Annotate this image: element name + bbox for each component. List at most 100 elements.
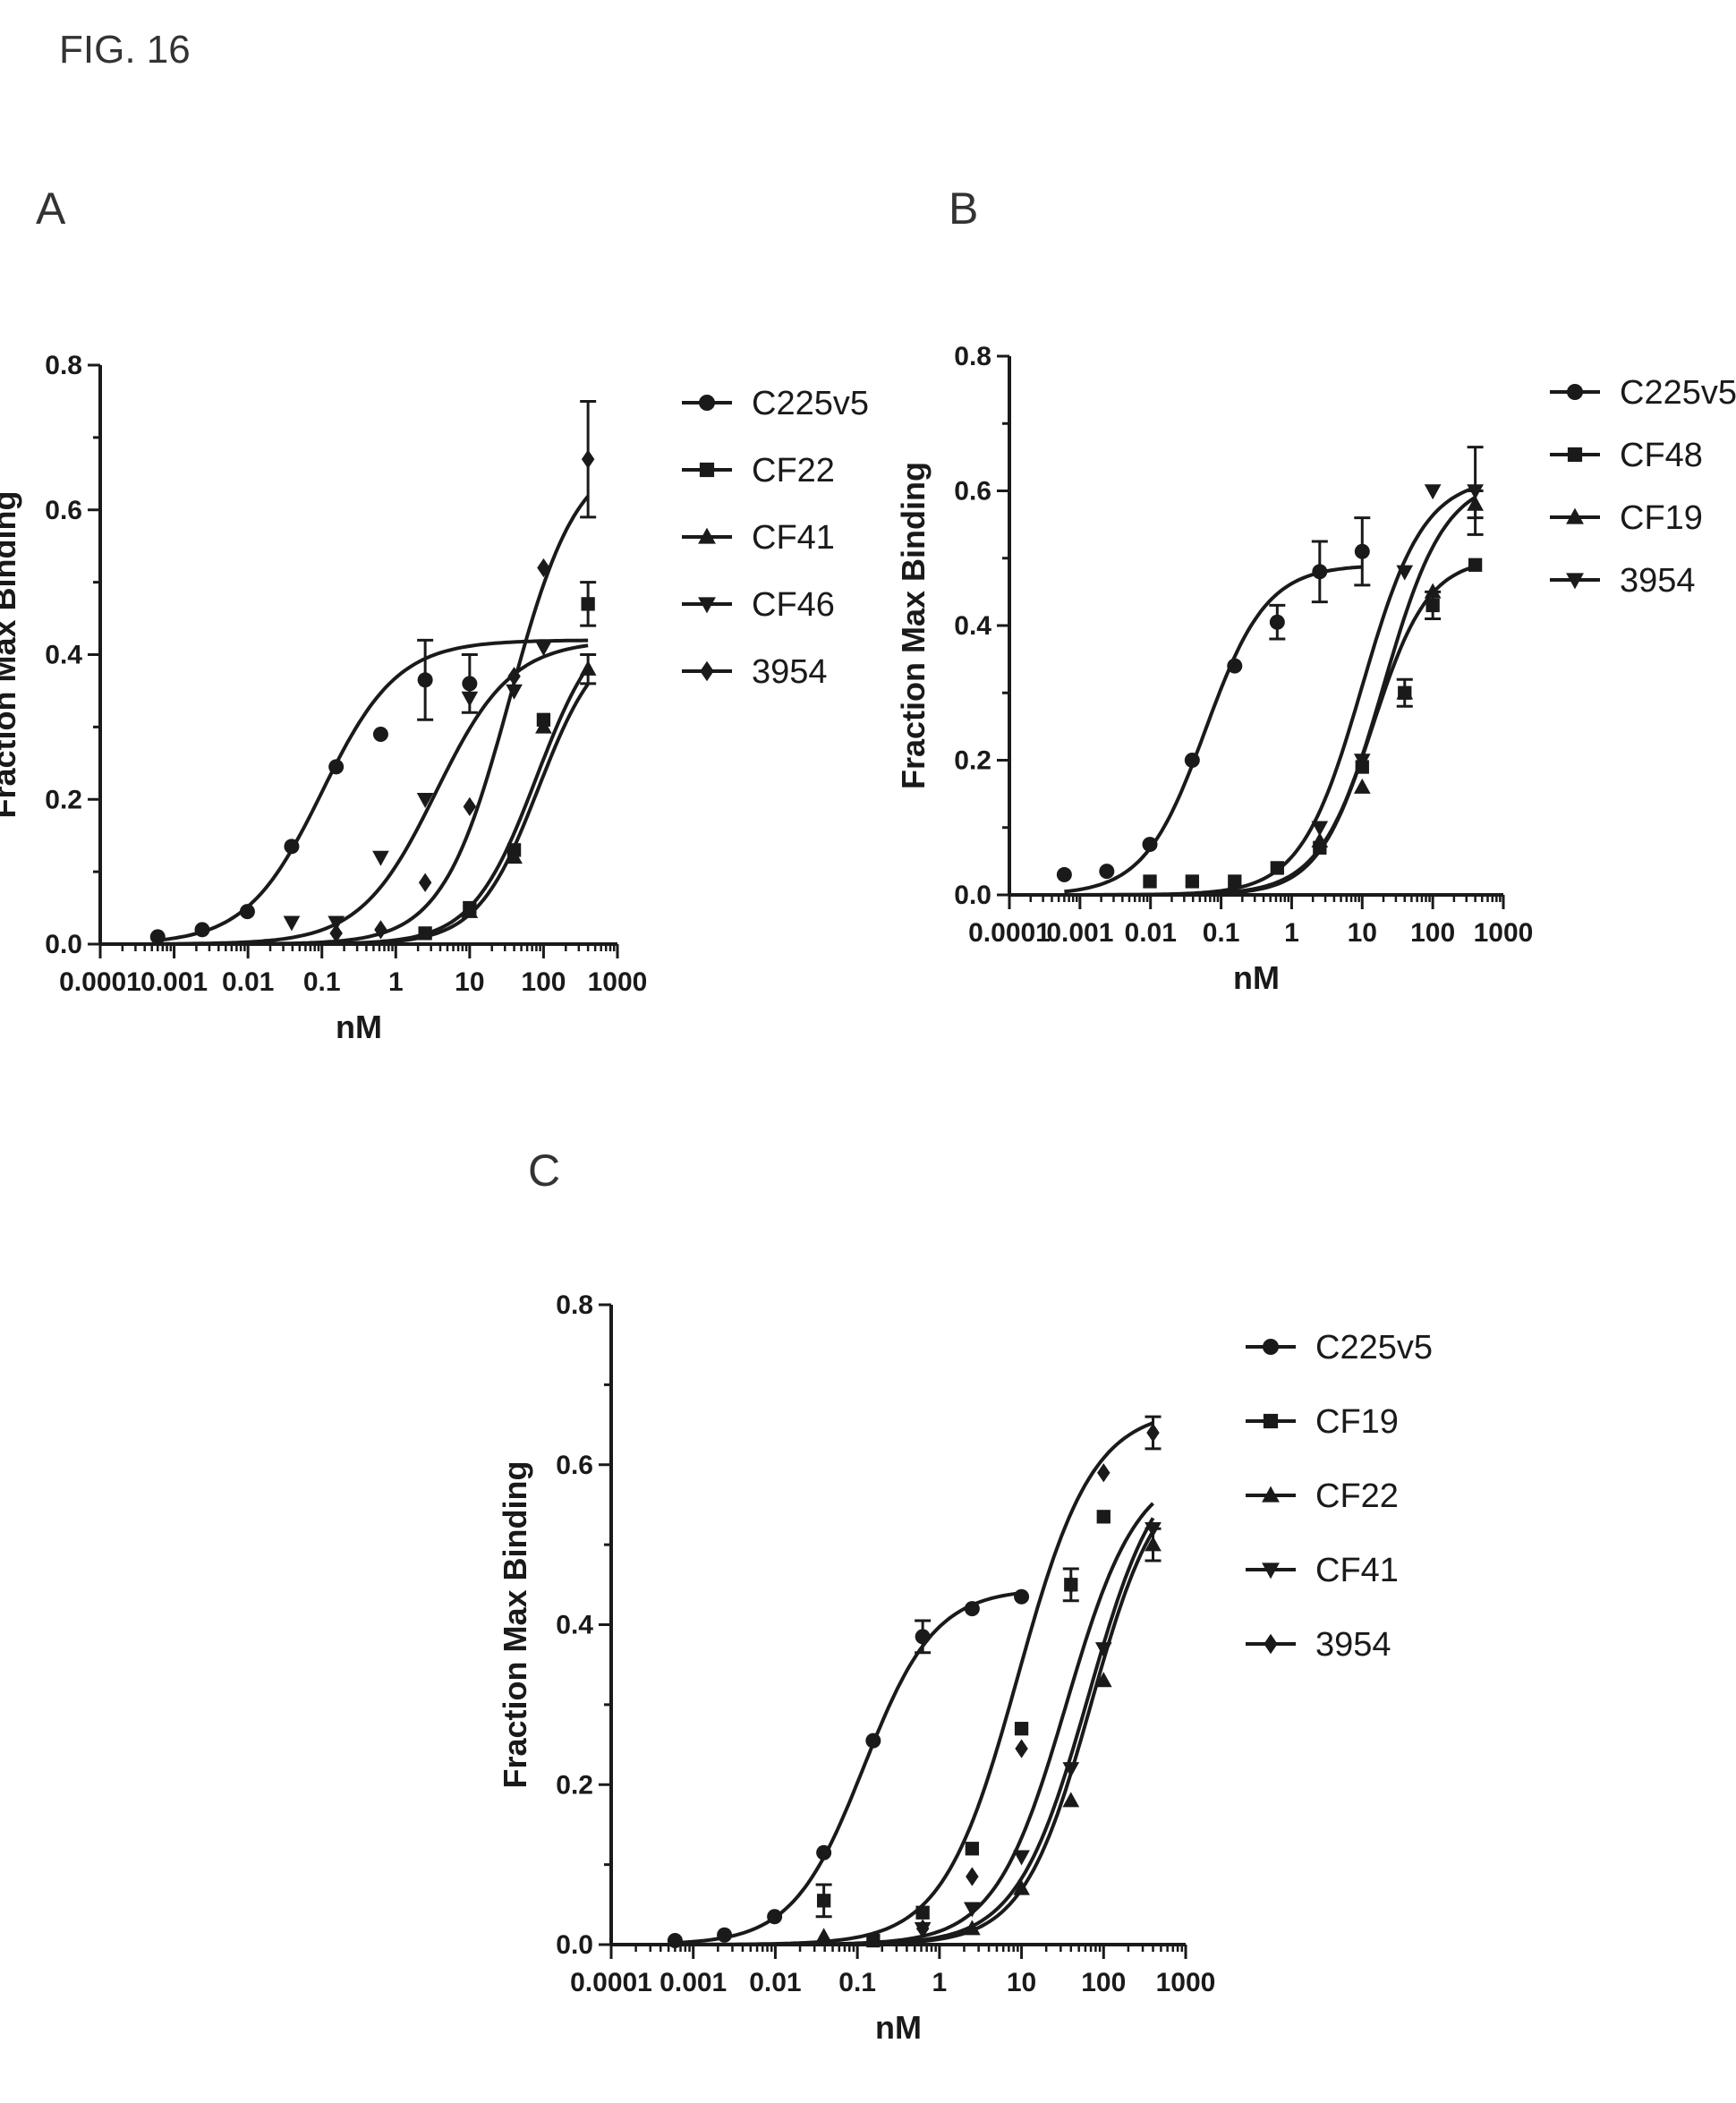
x-tick-label: 1000: [1156, 1968, 1216, 1997]
legend-label: CF19: [1315, 1403, 1399, 1441]
legend-label: CF46: [752, 586, 835, 624]
legend-item: C225v5: [1246, 1329, 1433, 1367]
x-axis-title: nM: [336, 1009, 382, 1045]
x-tick-label: 0.01: [749, 1968, 801, 1997]
data-point: [1013, 1879, 1030, 1895]
series-3954: [157, 399, 597, 946]
data-point: [1269, 614, 1285, 630]
fit-curve: [1064, 496, 1476, 897]
x-tick-label: 0.1: [1203, 918, 1240, 948]
x-tick-label: 100: [1081, 1968, 1126, 1997]
panel-c: C 0.0 0.2 0.4 0.6 0.8 0.0001 0.001 0.01 0.1 1 10 100…: [497, 1145, 1433, 2046]
legend-marker: [698, 597, 716, 614]
x-tick-label: 0.01: [222, 967, 274, 997]
data-point: [417, 672, 433, 688]
series-3954: [675, 1415, 1162, 1946]
data-point: [1424, 583, 1442, 599]
data-point: [965, 1842, 980, 1856]
figure-label: FIG. 16: [59, 28, 191, 72]
data-point: [816, 1844, 832, 1860]
legend-label: C225v5: [1315, 1329, 1433, 1367]
data-point: [416, 793, 434, 809]
data-point: [717, 1927, 733, 1943]
data-point: [418, 873, 432, 892]
legend-label: CF41: [1315, 1552, 1399, 1589]
legend-label: 3954: [1620, 562, 1696, 600]
data-point: [865, 1733, 881, 1749]
legend-marker: [1264, 1633, 1278, 1655]
y-tick-label: 0.2: [45, 785, 82, 814]
data-point: [1184, 753, 1200, 768]
x-tick-label: 10: [1007, 1968, 1036, 1997]
y-tick-label: 0.0: [45, 930, 82, 959]
y-tick-label: 0.8: [954, 342, 991, 371]
y-tick-label: 0.2: [556, 1770, 593, 1800]
data-point: [535, 641, 552, 657]
data-point: [284, 839, 300, 855]
legend-marker: [1567, 447, 1583, 463]
y-tick-label: 0.4: [45, 641, 82, 670]
x-tick-label: 0.01: [1125, 918, 1177, 948]
data-point: [372, 726, 388, 742]
fit-curve: [675, 1517, 1155, 1946]
legend-item: CF41: [1246, 1552, 1399, 1589]
data-point: [1142, 837, 1158, 853]
data-point: [964, 1601, 980, 1617]
data-point: [581, 449, 595, 469]
data-point: [915, 1919, 930, 1938]
y-tick-label: 0.8: [45, 351, 82, 380]
x-tick-label: 100: [521, 967, 566, 997]
fit-curve: [675, 1421, 1154, 1946]
data-point: [374, 920, 387, 940]
panels: A0.00.20.40.60.80.0001 0.001 0.01 0.1 1 10 100…: [0, 183, 1736, 2046]
data-point: [1056, 866, 1072, 882]
data-point: [239, 904, 255, 920]
data-point: [1094, 1642, 1112, 1658]
legend-label: CF41: [752, 519, 835, 557]
data-point: [1096, 1510, 1111, 1524]
data-point: [1354, 543, 1370, 559]
fit-curve: [157, 495, 590, 946]
y-axis-title: Fraction Max Binding: [895, 462, 932, 789]
panel-label: B: [949, 183, 978, 234]
data-point: [461, 902, 479, 918]
data-point: [1228, 874, 1242, 889]
data-point: [328, 759, 345, 775]
legend-item: CF46: [682, 586, 835, 624]
series-cf48: [1064, 558, 1483, 897]
legend-marker: [1566, 507, 1584, 524]
data-point: [1014, 1722, 1029, 1736]
series-c225v5: [1056, 516, 1371, 894]
data-point: [328, 915, 345, 932]
fit-curve: [675, 1591, 1022, 1945]
data-point: [1227, 658, 1243, 674]
data-point: [1185, 874, 1199, 889]
data-point: [461, 691, 479, 707]
y-axis-title: Fraction Max Binding: [497, 1460, 533, 1788]
data-point: [329, 924, 343, 943]
legend-label: C225v5: [1620, 374, 1736, 412]
data-point: [1014, 1588, 1030, 1605]
data-point: [1145, 1522, 1162, 1538]
x-axis-title: nM: [875, 2009, 922, 2046]
data-point: [1396, 684, 1414, 700]
data-point: [1424, 484, 1442, 500]
legend-label: C225v5: [752, 385, 869, 422]
x-tick-label: 0.001: [1046, 918, 1113, 948]
fit-curve: [1064, 564, 1476, 897]
series-c225v5: [149, 638, 589, 945]
data-point: [1062, 1762, 1080, 1778]
data-point: [1013, 1850, 1030, 1866]
y-tick-label: 0.4: [556, 1611, 593, 1640]
legend-marker: [699, 395, 715, 411]
data-point: [579, 660, 597, 676]
data-point: [816, 1894, 831, 1908]
x-tick-label: 1: [932, 1968, 948, 1997]
x-axis-title: nM: [1233, 959, 1280, 996]
legend-item: CF19: [1246, 1403, 1399, 1441]
data-point: [1396, 565, 1414, 581]
data-point: [535, 718, 552, 734]
fit-curve: [157, 665, 590, 946]
